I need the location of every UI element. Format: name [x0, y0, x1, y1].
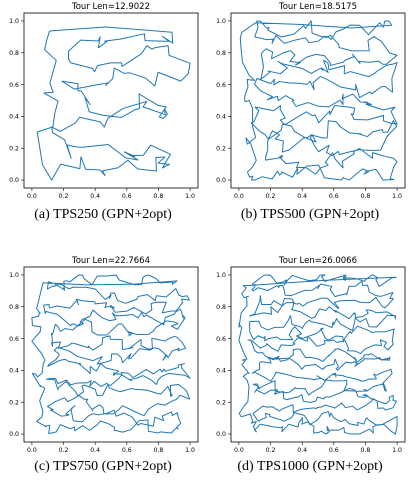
x-tick-label: 0.6 — [329, 193, 339, 200]
y-tick-label: 0.0 — [216, 177, 226, 184]
y-tick-label: 0.4 — [216, 368, 226, 375]
caption: (a) TPS250 (GPN+2opt) — [34, 207, 172, 222]
tour-path — [239, 20, 398, 181]
plot-title: Tour Len=18.5175 — [278, 2, 357, 12]
y-tick-label: 0.2 — [9, 399, 19, 406]
x-tick-label: 0.8 — [361, 193, 371, 200]
tour-path — [36, 26, 191, 181]
x-tick-label: 0.0 — [27, 447, 37, 454]
axes: 0.0 0.2 0.4 0.6 0.8 1.0 0.0 0.2 0.4 0.6 0.8 1.0 — [216, 12, 406, 200]
y-tick-label: 0.6 — [216, 82, 226, 89]
y-tick-label: 1.0 — [216, 272, 226, 279]
x-tick-label: 0.8 — [154, 447, 164, 454]
x-tick-label: 0.6 — [122, 193, 132, 200]
caption: (c) TPS750 (GPN+2opt) — [34, 459, 172, 474]
x-tick-label: 0.4 — [297, 447, 307, 454]
y-tick-label: 0.8 — [216, 50, 226, 57]
x-tick-label: 0.8 — [154, 193, 164, 200]
y-tick-label: 0.0 — [216, 431, 226, 438]
x-tick-label: 0.4 — [297, 193, 307, 200]
x-tick-label: 0.6 — [122, 447, 132, 454]
x-tick-label: 0.6 — [329, 447, 339, 454]
y-tick-label: 0.6 — [216, 336, 226, 343]
plot-frame — [23, 12, 199, 189]
panel-b: Tour Len=18.5175 0.0 0.2 0.4 0.6 0.8 1.0 0.0 0.… — [207, 0, 413, 239]
plot-frame — [230, 12, 406, 189]
x-tick-label: 1.0 — [185, 447, 195, 454]
x-tick-label: 0.2 — [266, 447, 276, 454]
y-tick-label: 1.0 — [9, 272, 19, 279]
x-tick-label: 1.0 — [185, 193, 195, 200]
y-tick-label: 0.4 — [9, 114, 19, 121]
plot-frame — [23, 266, 199, 443]
x-tick-label: 0.2 — [59, 193, 69, 200]
plot-title: Tour Len=12.9022 — [71, 2, 150, 12]
y-tick-label: 0.8 — [216, 304, 226, 311]
y-tick-label: 0.0 — [9, 431, 19, 438]
x-tick-label: 1.0 — [392, 447, 402, 454]
plot-title: Tour Len=22.7664 — [71, 256, 150, 266]
tour-plot-c: Tour Len=22.7664 0.0 0.2 0.4 0.6 0.8 1.00.00.… — [9, 256, 199, 454]
caption: (b) TPS500 (GPN+2opt) — [240, 207, 380, 222]
y-tick-label: 0.8 — [9, 304, 19, 311]
axes: 0.0 0.2 0.4 0.6 0.8 1.0 0.0 0.2 0.4 0.6 0.8 1.0 — [9, 12, 199, 200]
x-tick-label: 1.0 — [392, 193, 402, 200]
y-tick-label: 0.2 — [216, 145, 226, 152]
tour-plot-d: Tour Len=26.0066 0.0 0.2 0.4 0.6 0.8 1.00.00.… — [216, 256, 406, 454]
panel-d: Tour Len=26.0066 0.0 0.2 0.4 0.6 0.8 1.0 0.0 0.… — [207, 254, 413, 493]
x-tick-label: 0.4 — [90, 447, 100, 454]
axes: 0.0 0.2 0.4 0.6 0.8 1.0 0.0 0.2 0.4 0.6 0.8 1.0 — [216, 266, 406, 454]
x-tick-label: 0.0 — [27, 193, 37, 200]
panel-c: Tour Len=22.7664 0.0 0.2 0.4 0.6 0.8 1.0 0.0 0.… — [0, 254, 206, 493]
x-tick-label: 0.2 — [266, 193, 276, 200]
y-tick-label: 0.2 — [9, 145, 19, 152]
y-tick-label: 1.0 — [9, 18, 19, 25]
y-tick-label: 0.4 — [216, 114, 226, 121]
y-tick-label: 0.0 — [9, 177, 19, 184]
plot-frame — [230, 266, 406, 443]
y-tick-label: 0.6 — [9, 82, 19, 89]
tour-path — [238, 274, 398, 435]
axes: 0.0 0.2 0.4 0.6 0.8 1.0 0.0 0.2 0.4 0.6 0.8 1.0 — [9, 266, 199, 454]
y-tick-label: 0.4 — [9, 368, 19, 375]
x-tick-label: 0.0 — [234, 447, 244, 454]
x-tick-label: 0.8 — [361, 447, 371, 454]
caption: (d) TPS1000 (GPN+2opt) — [237, 459, 383, 474]
x-tick-label: 0.0 — [234, 193, 244, 200]
tour-plot-a: Tour Len=12.9022 0.0 0.2 0.4 0.6 0.8 1.00.00.… — [9, 2, 199, 200]
plot-title: Tour Len=26.0066 — [278, 256, 357, 266]
y-tick-label: 0.6 — [9, 336, 19, 343]
tour-path — [31, 274, 191, 435]
x-tick-label: 0.2 — [59, 447, 69, 454]
figure-grid: Tour Len=12.9022 0.0 0.2 0.4 0.6 0.8 1.0 0.0 0.… — [0, 0, 413, 474]
panel-a: Tour Len=12.9022 0.0 0.2 0.4 0.6 0.8 1.0 0.0 0.… — [0, 0, 206, 239]
y-tick-label: 0.2 — [216, 399, 226, 406]
x-tick-label: 0.4 — [90, 193, 100, 200]
y-tick-label: 1.0 — [216, 18, 226, 25]
y-tick-label: 0.8 — [9, 50, 19, 57]
tour-plot-b: Tour Len=18.5175 0.0 0.2 0.4 0.6 0.8 1.00.00.… — [216, 2, 406, 200]
